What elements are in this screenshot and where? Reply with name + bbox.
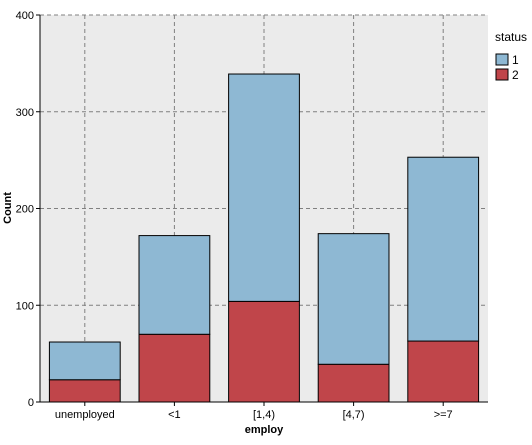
legend: status 12 <box>495 30 527 82</box>
legend-label: 1 <box>512 53 519 67</box>
legend-swatch <box>495 53 509 66</box>
y-tick-label: 300 <box>16 107 34 119</box>
bar-status-2 <box>407 340 480 403</box>
bar-status-1 <box>138 235 211 335</box>
x-tick-label: [4,7) <box>343 409 365 421</box>
bar-status-2 <box>317 363 390 403</box>
legend-entries: 12 <box>495 53 519 82</box>
bar-status-2 <box>228 300 300 403</box>
y-ticks: 0 100 200 300 400 <box>16 10 40 409</box>
bar-status-1 <box>407 156 480 342</box>
x-axis-title: employ <box>245 424 284 436</box>
y-axis-title: Count <box>2 192 14 224</box>
bar-status-1 <box>48 341 121 381</box>
bar-status-1 <box>228 73 300 302</box>
bar-status-2 <box>138 333 211 403</box>
bar-status-2 <box>48 379 121 403</box>
x-ticks: unemployed <1 [1,4) [4,7) >=7 <box>55 402 453 421</box>
y-tick-label: 400 <box>16 10 34 22</box>
x-tick-label: unemployed <box>55 409 115 421</box>
bar-status-1 <box>317 233 390 365</box>
x-tick-label: <1 <box>168 409 181 421</box>
y-tick-label: 0 <box>28 397 34 409</box>
x-tick-label: [1,4) <box>253 409 275 421</box>
y-tick-label: 200 <box>16 204 34 216</box>
x-tick-label: >=7 <box>434 409 453 421</box>
legend-label: 2 <box>512 68 519 82</box>
legend-title: status <box>495 30 527 44</box>
legend-swatch <box>495 68 509 81</box>
y-tick-label: 100 <box>16 300 34 312</box>
bars <box>48 73 480 403</box>
